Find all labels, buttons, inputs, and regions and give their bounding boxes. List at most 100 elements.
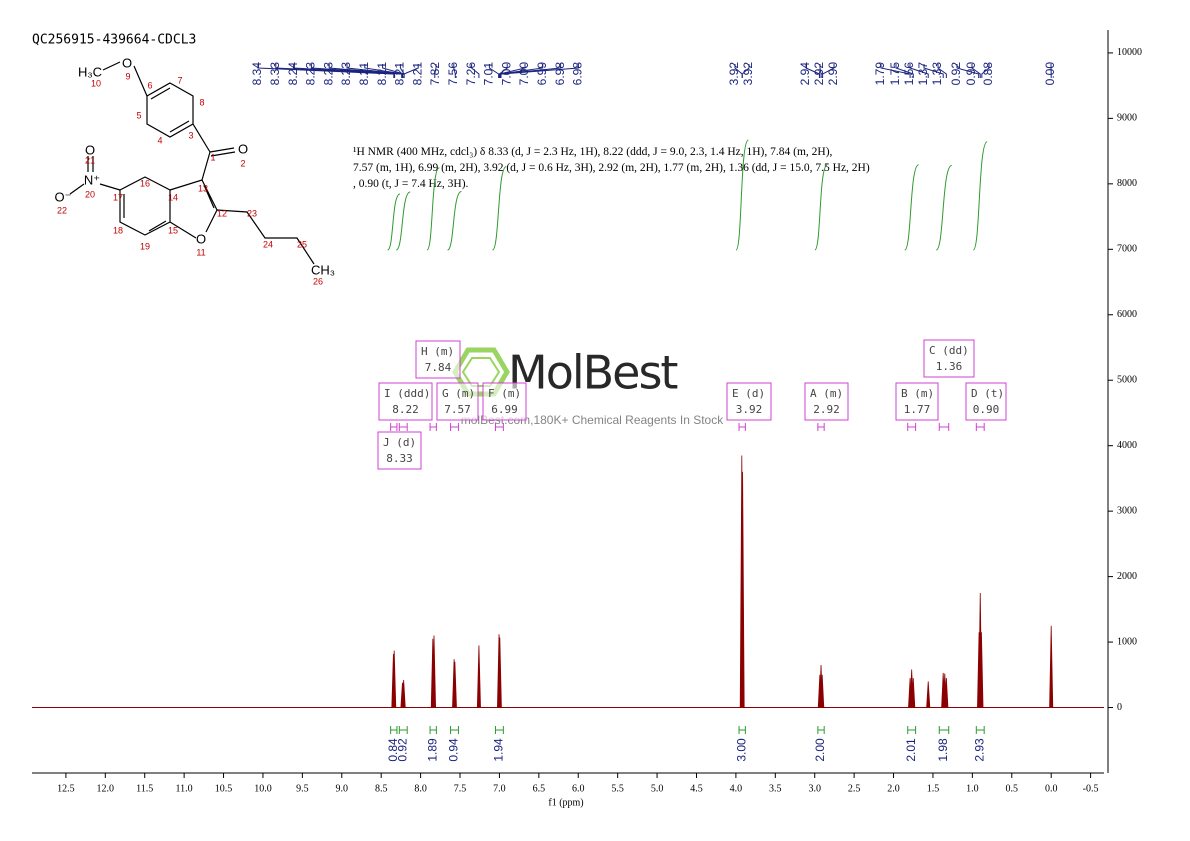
multiplet-shift: 1.77 (904, 403, 931, 416)
peak-label-connector (471, 64, 480, 78)
x-tick-label: 1.5 (927, 783, 940, 794)
multiplet-shift: 3.92 (736, 403, 763, 416)
multiplet-name: D (t) (971, 387, 1004, 400)
x-tick-label: 3.0 (808, 783, 821, 794)
y-tick-label: 8000 (1117, 178, 1137, 189)
bond (169, 179, 218, 239)
integral-bracket (975, 726, 985, 734)
integral-bracket (817, 726, 825, 734)
y-tick-label: 7000 (1117, 244, 1137, 255)
atom-label: O (122, 55, 132, 70)
atom-number: 9 (125, 71, 130, 81)
atom-number: 7 (177, 75, 182, 85)
integral-bracket (450, 726, 459, 734)
atom-label: O⁻ (55, 189, 72, 204)
multiplet-shift: 7.57 (444, 403, 471, 416)
multiplet-range (738, 423, 746, 431)
peak-label: 8.33 (268, 62, 282, 86)
atom-number: 1 (210, 152, 215, 162)
y-tick-label: 2000 (1117, 571, 1137, 582)
integral-bracket (738, 726, 746, 734)
peak-label: 7.56 (446, 62, 460, 86)
multiplet-range (429, 423, 437, 431)
peak-label-connector (971, 64, 981, 78)
x-tick-label: 11.5 (136, 783, 153, 794)
peak-label-connector (909, 64, 929, 78)
peak-label-connector (981, 64, 990, 78)
integral-curve (426, 167, 440, 251)
bond (69, 156, 121, 195)
y-tick-label: 4000 (1117, 440, 1137, 451)
multiplet-box (804, 382, 849, 421)
x-tick-label: 11.0 (176, 783, 193, 794)
multiplet-name: C (dd) (929, 344, 969, 357)
peak-label: 1.75 (888, 62, 902, 86)
integral-bracket (390, 726, 398, 734)
peak-label-connector (275, 64, 396, 78)
multiplet-name: J (d) (383, 436, 416, 449)
peak-label-connector (500, 64, 579, 78)
multiplet-shift: 2.92 (813, 403, 840, 416)
atom-number: 20 (85, 189, 95, 199)
multiplet-shift: 6.99 (491, 403, 518, 416)
y-tick-label: 3000 (1117, 505, 1137, 516)
x-tick-label: 5.0 (651, 783, 664, 794)
watermark: MolBest molBest.com,180K+ Chemical Reage… (452, 346, 724, 427)
atom-number: 22 (57, 205, 67, 215)
peak-label: 8.21 (410, 62, 424, 86)
peak-label-connector (937, 64, 947, 78)
x-tick-label: 10.0 (254, 783, 272, 794)
atom-number: 3 (188, 130, 193, 140)
multiplet-box (378, 382, 433, 421)
peak-label: 6.98 (553, 62, 567, 86)
peak-label-connector (434, 64, 437, 78)
integral-curve (904, 164, 920, 251)
integral-curve (972, 141, 988, 251)
multiplet-name: E (d) (732, 387, 765, 400)
watermark-text: MolBest (508, 346, 677, 400)
x-tick-label: 8.0 (414, 783, 427, 794)
structure (69, 61, 315, 265)
multiplet-shift: 7.84 (425, 361, 452, 374)
y-tick-label: 10000 (1117, 47, 1142, 58)
bond (146, 82, 194, 138)
atom-number: 6 (147, 80, 152, 90)
integral-label: 3.00 (734, 738, 748, 762)
peak-label: 2.92 (812, 62, 826, 86)
peak-label: 6.99 (535, 62, 549, 86)
integral-bracket (907, 726, 917, 734)
peak-label: 7.01 (482, 62, 496, 86)
multiplet-box (377, 431, 422, 470)
atom-number: 18 (113, 225, 123, 235)
peak-label-connector (498, 64, 526, 78)
x-tick-label: 5.5 (611, 783, 624, 794)
atom-number: 19 (140, 241, 150, 251)
x-tick-label: 4.0 (730, 783, 743, 794)
integral-bracket (938, 726, 950, 734)
atom-number: 10 (91, 78, 101, 88)
peak-label: 1.56 (902, 62, 916, 86)
peak (740, 471, 745, 708)
integral-curve (395, 191, 411, 251)
peak-label: 8.34 (250, 62, 264, 86)
integral-label: 1.98 (936, 738, 950, 762)
peak (452, 661, 457, 708)
multiplet-box (895, 382, 939, 421)
x-tick-label: 2.5 (848, 783, 861, 794)
peak-label: 0.88 (981, 62, 995, 86)
peak (944, 678, 949, 708)
integral-label: 0.84 (386, 738, 400, 762)
integral-label: 2.93 (972, 738, 986, 762)
x-tick-label: 10.5 (215, 783, 233, 794)
peak-label: 1.37 (916, 62, 930, 86)
atom-number: 12 (217, 208, 227, 218)
peak-label: 3.92 (741, 62, 755, 86)
atom-label: O (238, 141, 248, 156)
atom-label: H₃C (78, 64, 102, 79)
multiplet-box (923, 339, 975, 378)
x-tick-label: 6.0 (572, 783, 585, 794)
atom-number: 24 (263, 239, 273, 249)
integral-label: 2.01 (904, 738, 918, 762)
multiplet-box (482, 382, 527, 421)
